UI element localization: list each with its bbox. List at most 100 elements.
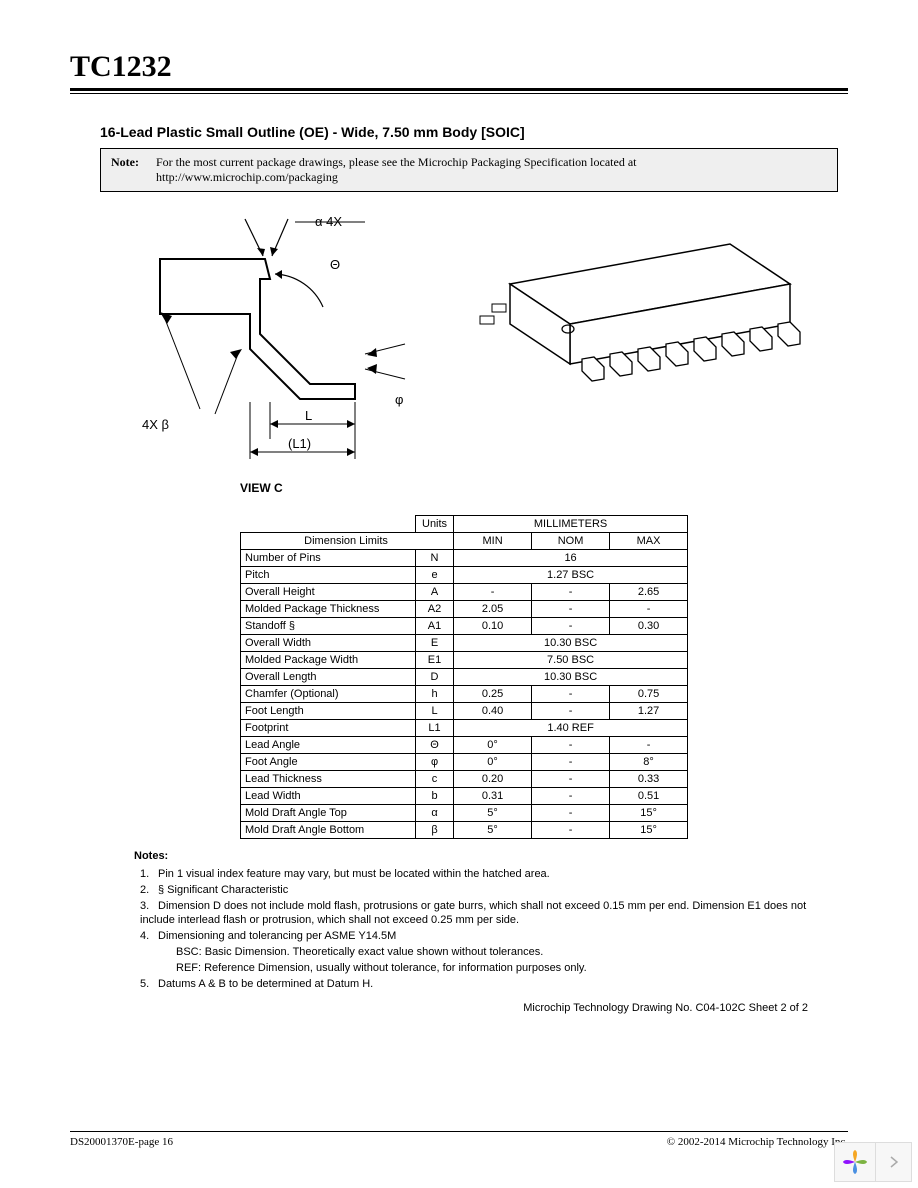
dim-label: Number of Pins (241, 550, 416, 567)
table-row: Overall HeightA--2.65 (241, 584, 688, 601)
table-row: Lead Thicknessc0.20-0.33 (241, 771, 688, 788)
dim-label: Pitch (241, 567, 416, 584)
table-row: Mold Draft Angle Topα5°-15° (241, 805, 688, 822)
dimension-table: Units MILLIMETERS Dimension Limits MIN N… (240, 515, 688, 839)
note-label: Note: (111, 155, 139, 169)
dim-max: 0.75 (610, 686, 688, 703)
units-value: MILLIMETERS (454, 516, 688, 533)
chevron-right-icon (890, 1156, 898, 1168)
table-row: Dimension Limits MIN NOM MAX (241, 533, 688, 550)
dim-min: 0° (454, 737, 532, 754)
dim-max: 15° (610, 822, 688, 839)
beta-4x-label: 4X β (142, 417, 169, 432)
dim-min: 0° (454, 754, 532, 771)
dim-label: Mold Draft Angle Bottom (241, 822, 416, 839)
dim-span-value: 7.50 BSC (454, 652, 688, 669)
nom-header: NOM (532, 533, 610, 550)
footer-right: © 2002-2014 Microchip Technology Inc. (667, 1136, 848, 1148)
dim-max: - (610, 601, 688, 618)
table-row: Foot Angleφ0°-8° (241, 754, 688, 771)
note-box: Note: For the most current package drawi… (100, 148, 838, 192)
dim-label: Molded Package Width (241, 652, 416, 669)
notes-heading: Notes: (134, 849, 818, 864)
dim-symbol: A2 (416, 601, 454, 618)
dim-symbol: h (416, 686, 454, 703)
dim-min: 0.40 (454, 703, 532, 720)
dim-symbol: A (416, 584, 454, 601)
dim-label: Foot Angle (241, 754, 416, 771)
L1-label: (L1) (288, 436, 311, 451)
dim-symbol: E (416, 635, 454, 652)
table-row: Chamfer (Optional)h0.25-0.75 (241, 686, 688, 703)
dim-min: 0.20 (454, 771, 532, 788)
note-item: 2.§ Significant Characteristic (140, 883, 818, 898)
note-item: 4.Dimensioning and tolerancing per ASME … (140, 929, 818, 944)
dim-label: Overall Height (241, 584, 416, 601)
table-row: Molded Package ThicknessA22.05-- (241, 601, 688, 618)
dim-nom: - (532, 737, 610, 754)
dim-label: Footprint (241, 720, 416, 737)
dim-span-value: 16 (454, 550, 688, 567)
table-row: Units MILLIMETERS (241, 516, 688, 533)
dim-symbol: Θ (416, 737, 454, 754)
table-row: Pitche1.27 BSC (241, 567, 688, 584)
isometric-package-diagram (450, 204, 830, 437)
dim-label: Foot Length (241, 703, 416, 720)
dim-symbol: L1 (416, 720, 454, 737)
dim-span-value: 10.30 BSC (454, 669, 688, 686)
dim-label: Molded Package Thickness (241, 601, 416, 618)
dim-min: 2.05 (454, 601, 532, 618)
dim-nom: - (532, 601, 610, 618)
phi-label: φ (395, 392, 403, 407)
table-row: Foot LengthL0.40-1.27 (241, 703, 688, 720)
pager-next-button[interactable] (875, 1142, 911, 1182)
table-row: Overall WidthE10.30 BSC (241, 635, 688, 652)
dim-symbol: E1 (416, 652, 454, 669)
dim-symbol: N (416, 550, 454, 567)
dim-symbol: β (416, 822, 454, 839)
dim-nom: - (532, 618, 610, 635)
table-row: Molded Package WidthE17.50 BSC (241, 652, 688, 669)
table-row: Standoff §A10.10-0.30 (241, 618, 688, 635)
dim-label: Overall Length (241, 669, 416, 686)
dim-max: 8° (610, 754, 688, 771)
dim-max: 0.51 (610, 788, 688, 805)
dim-max: 0.30 (610, 618, 688, 635)
dim-symbol: L (416, 703, 454, 720)
dim-nom: - (532, 584, 610, 601)
dim-label: Chamfer (Optional) (241, 686, 416, 703)
dim-symbol: A1 (416, 618, 454, 635)
dim-symbol: e (416, 567, 454, 584)
limits-label: Dimension Limits (241, 533, 454, 550)
table-row: FootprintL11.40 REF (241, 720, 688, 737)
units-label: Units (416, 516, 454, 533)
dim-min: - (454, 584, 532, 601)
dim-symbol: φ (416, 754, 454, 771)
dim-span-value: 1.27 BSC (454, 567, 688, 584)
dim-nom: - (532, 686, 610, 703)
L-label: L (305, 408, 312, 423)
footer-left: DS20001370E-page 16 (70, 1136, 173, 1148)
max-header: MAX (610, 533, 688, 550)
section-title: 16-Lead Plastic Small Outline (OE) - Wid… (100, 124, 848, 140)
dim-min: 0.25 (454, 686, 532, 703)
page-footer: DS20001370E-page 16 © 2002-2014 Microchi… (70, 1131, 848, 1148)
note-item: 1.Pin 1 visual index feature may vary, b… (140, 867, 818, 882)
dim-min: 5° (454, 805, 532, 822)
dim-min: 0.31 (454, 788, 532, 805)
note-sub-bsc: BSC: Basic Dimension. Theoretically exac… (176, 945, 818, 960)
theta-label: Θ (330, 257, 340, 272)
notes-block: Notes: 1.Pin 1 visual index feature may … (140, 849, 818, 992)
dim-nom: - (532, 805, 610, 822)
dim-max: - (610, 737, 688, 754)
header-rule (70, 88, 848, 94)
dim-min: 0.10 (454, 618, 532, 635)
dim-symbol: c (416, 771, 454, 788)
dim-nom: - (532, 703, 610, 720)
dim-nom: - (532, 754, 610, 771)
lead-profile-diagram: α 4X Θ φ L (L1) (130, 204, 430, 495)
dim-max: 15° (610, 805, 688, 822)
note-text: For the most current package drawings, p… (156, 155, 756, 185)
table-row: Mold Draft Angle Bottomβ5°-15° (241, 822, 688, 839)
note-sub-ref: REF: Reference Dimension, usually withou… (176, 961, 818, 976)
